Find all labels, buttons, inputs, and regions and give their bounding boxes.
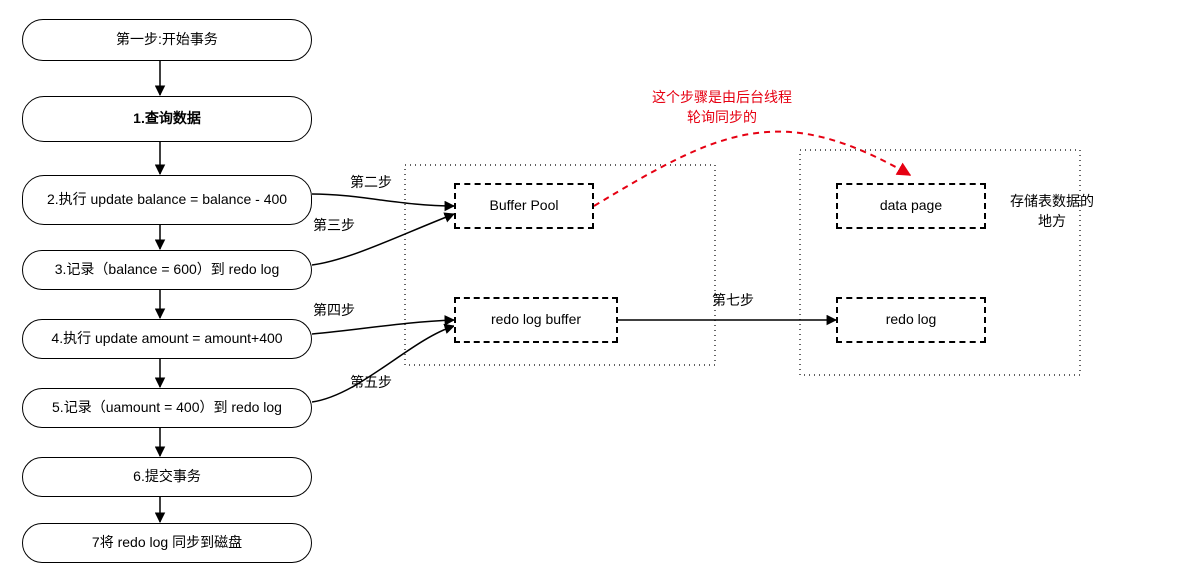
- edge-step4: [312, 320, 454, 334]
- node-label: 4.执行 update amount = amount+400: [51, 330, 282, 348]
- edge-label-text: 第七步: [712, 292, 754, 308]
- annotation-async: 这个步骤是由后台线程 轮询同步的: [652, 88, 792, 127]
- label-step5: 第五步: [350, 372, 392, 392]
- node-redo-log-buffer: redo log buffer: [454, 297, 618, 343]
- label-step7: 第七步: [712, 290, 754, 310]
- node-step1-query: 1.查询数据: [22, 96, 312, 142]
- node-label: 第一步:开始事务: [116, 31, 218, 49]
- node-label: redo log buffer: [491, 311, 581, 329]
- disk-label-line2: 地方: [1038, 213, 1066, 229]
- disk-region-label: 存储表数据的 地方: [1010, 192, 1094, 231]
- node-label: redo log: [886, 311, 937, 329]
- annotation-line2: 轮询同步的: [687, 109, 757, 125]
- node-label: 6.提交事务: [133, 468, 201, 486]
- diagram-canvas: 第一步:开始事务 1.查询数据 2.执行 update balance = ba…: [0, 0, 1200, 565]
- node-step2-update: 2.执行 update balance = balance - 400: [22, 175, 312, 225]
- node-label: 3.记录（balance = 600）到 redo log: [55, 261, 280, 279]
- edge-step2: [312, 194, 454, 206]
- node-step1-begin: 第一步:开始事务: [22, 19, 312, 61]
- edge-label-text: 第三步: [313, 217, 355, 233]
- node-buffer-pool: Buffer Pool: [454, 183, 594, 229]
- edge-label-text: 第二步: [350, 174, 392, 190]
- node-data-page: data page: [836, 183, 986, 229]
- node-label: data page: [880, 197, 942, 215]
- node-label: 2.执行 update balance = balance - 400: [47, 191, 287, 209]
- edge-label-text: 第五步: [350, 374, 392, 390]
- node-step3-record: 3.记录（balance = 600）到 redo log: [22, 250, 312, 290]
- node-step6-commit: 6.提交事务: [22, 457, 312, 497]
- node-label: 5.记录（uamount = 400）到 redo log: [52, 399, 282, 417]
- node-step4-update: 4.执行 update amount = amount+400: [22, 319, 312, 359]
- annotation-line1: 这个步骤是由后台线程: [652, 89, 792, 105]
- node-redo-log: redo log: [836, 297, 986, 343]
- node-step5-record: 5.记录（uamount = 400）到 redo log: [22, 388, 312, 428]
- edge-label-text: 第四步: [313, 302, 355, 318]
- label-step3: 第三步: [313, 215, 355, 235]
- node-label: 7将 redo log 同步到磁盘: [92, 534, 242, 552]
- node-label: Buffer Pool: [489, 197, 558, 215]
- node-step7-sync: 7将 redo log 同步到磁盘: [22, 523, 312, 563]
- label-step2: 第二步: [350, 172, 392, 192]
- label-step4: 第四步: [313, 300, 355, 320]
- disk-label-line1: 存储表数据的: [1010, 193, 1094, 209]
- node-label: 1.查询数据: [133, 110, 201, 128]
